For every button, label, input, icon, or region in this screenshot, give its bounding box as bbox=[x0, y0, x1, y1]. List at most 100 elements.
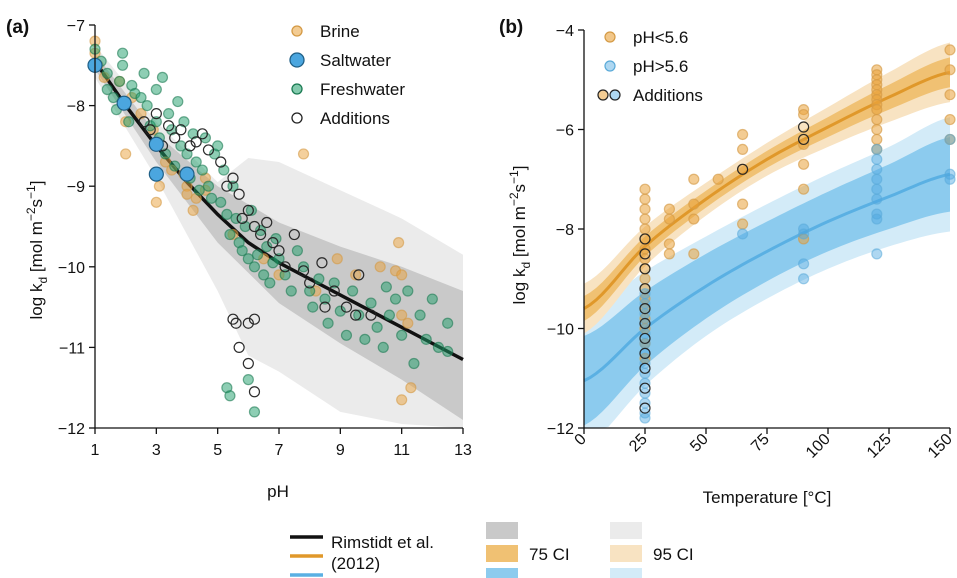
legend-ci95-label: 95 CI bbox=[653, 545, 694, 564]
panel-a: 1 3 5 7 9 11 13−7−8−9−10−11−12 (a) pH log kd [… bbox=[6, 17, 472, 501]
x-tick-label: 125 bbox=[864, 431, 895, 462]
point-additions bbox=[365, 309, 377, 321]
legend-ci75-blue bbox=[486, 568, 518, 578]
point-additions bbox=[639, 248, 651, 260]
point-ph56 bbox=[797, 183, 810, 195]
point-additions bbox=[639, 303, 651, 315]
point-freshwater bbox=[190, 156, 202, 168]
point-freshwater bbox=[242, 374, 254, 386]
legend-label: Freshwater bbox=[320, 80, 405, 99]
point-freshwater bbox=[156, 71, 169, 83]
point-ph56 bbox=[639, 203, 651, 215]
point-additions bbox=[221, 180, 233, 192]
legend-marker bbox=[604, 31, 616, 43]
point-ph56 bbox=[871, 173, 883, 185]
legend-label: pH<5.6 bbox=[633, 28, 688, 47]
point-brine bbox=[331, 253, 343, 265]
x-tick-label: 11 bbox=[393, 442, 410, 459]
point-additions bbox=[227, 172, 239, 184]
point-brine bbox=[187, 204, 199, 216]
point-freshwater bbox=[414, 309, 426, 321]
point-freshwater bbox=[273, 253, 285, 265]
point-freshwater bbox=[221, 208, 233, 221]
point-freshwater bbox=[150, 83, 162, 96]
point-saltwater bbox=[148, 166, 164, 182]
point-freshwater bbox=[380, 281, 392, 293]
point-brine bbox=[393, 237, 405, 249]
legend-marker bbox=[604, 60, 616, 72]
x-tick-label: 25 bbox=[626, 431, 651, 456]
point-freshwater bbox=[353, 309, 365, 321]
point-freshwater bbox=[101, 83, 113, 96]
point-saltwater bbox=[116, 95, 132, 111]
point-freshwater bbox=[285, 285, 297, 297]
point-freshwater bbox=[371, 321, 383, 333]
point-additions bbox=[242, 357, 254, 370]
x-tick-label: 1 bbox=[91, 442, 100, 459]
point-additions bbox=[196, 128, 208, 140]
point-freshwater bbox=[236, 245, 248, 257]
point-brine bbox=[150, 196, 162, 208]
point-freshwater bbox=[193, 184, 205, 196]
panel-b-points bbox=[639, 44, 956, 424]
point-additions bbox=[639, 362, 651, 374]
point-ph56 bbox=[688, 198, 700, 210]
point-freshwater bbox=[365, 297, 377, 309]
point-brine bbox=[350, 269, 362, 281]
legend-label: Additions bbox=[320, 109, 390, 128]
legend-fit-label: Rimstidt et al. (2012) bbox=[331, 533, 434, 573]
point-additions bbox=[316, 257, 328, 269]
point-ph56 bbox=[639, 193, 651, 205]
point-ph56 bbox=[797, 258, 810, 270]
y-tick-label: −12 bbox=[58, 421, 85, 438]
point-ph56 bbox=[736, 228, 749, 240]
point-freshwater bbox=[172, 95, 184, 108]
point-ph56 bbox=[871, 193, 883, 205]
point-freshwater bbox=[334, 305, 346, 317]
point-brine bbox=[153, 180, 165, 192]
point-additions bbox=[144, 124, 156, 136]
point-ph56 bbox=[736, 143, 749, 155]
y-tick-label: −10 bbox=[58, 260, 85, 277]
point-freshwater bbox=[113, 75, 126, 88]
point-additions bbox=[248, 313, 261, 325]
panel-a-points bbox=[87, 35, 454, 418]
point-additions bbox=[350, 309, 362, 321]
point-brine bbox=[396, 309, 408, 321]
y-tick-label: −12 bbox=[547, 421, 574, 438]
y-tick-label: −7 bbox=[67, 18, 85, 35]
point-freshwater bbox=[175, 140, 187, 152]
point-freshwater bbox=[202, 180, 215, 192]
point-freshwater bbox=[101, 67, 113, 79]
point-freshwater bbox=[297, 261, 310, 273]
point-freshwater bbox=[389, 293, 402, 305]
point-freshwater bbox=[442, 317, 454, 329]
point-ph56 bbox=[944, 133, 956, 146]
legend-marker bbox=[291, 25, 303, 37]
point-freshwater bbox=[242, 253, 254, 265]
point-additions bbox=[242, 204, 254, 216]
point-freshwater bbox=[279, 269, 291, 281]
panel-b-label: (b) bbox=[499, 17, 523, 38]
x-tick-label: 5 bbox=[213, 442, 222, 459]
panel-b-ylabel: log kd [mol m−2s−1] bbox=[507, 166, 533, 305]
point-freshwater bbox=[248, 261, 261, 273]
point-saltwater bbox=[148, 136, 164, 152]
panel-b-xlabel: Temperature [°C] bbox=[703, 488, 832, 507]
panel-a-axes: 1 3 5 7 9 11 13−7−8−9−10−11−12 bbox=[58, 18, 472, 459]
point-additions bbox=[353, 269, 365, 281]
point-freshwater bbox=[116, 59, 129, 71]
x-tick-label: 9 bbox=[336, 442, 345, 459]
legend-label: pH>5.6 bbox=[633, 57, 688, 76]
point-freshwater bbox=[251, 249, 264, 261]
point-ph56 bbox=[871, 103, 883, 116]
point-additions bbox=[190, 136, 202, 148]
point-additions bbox=[736, 163, 749, 175]
point-brine bbox=[405, 382, 417, 394]
point-freshwater bbox=[347, 285, 359, 297]
point-additions bbox=[169, 132, 181, 144]
point-additions bbox=[242, 317, 254, 329]
point-freshwater bbox=[245, 204, 257, 216]
point-ph56 bbox=[688, 173, 700, 185]
point-additions bbox=[233, 341, 245, 353]
